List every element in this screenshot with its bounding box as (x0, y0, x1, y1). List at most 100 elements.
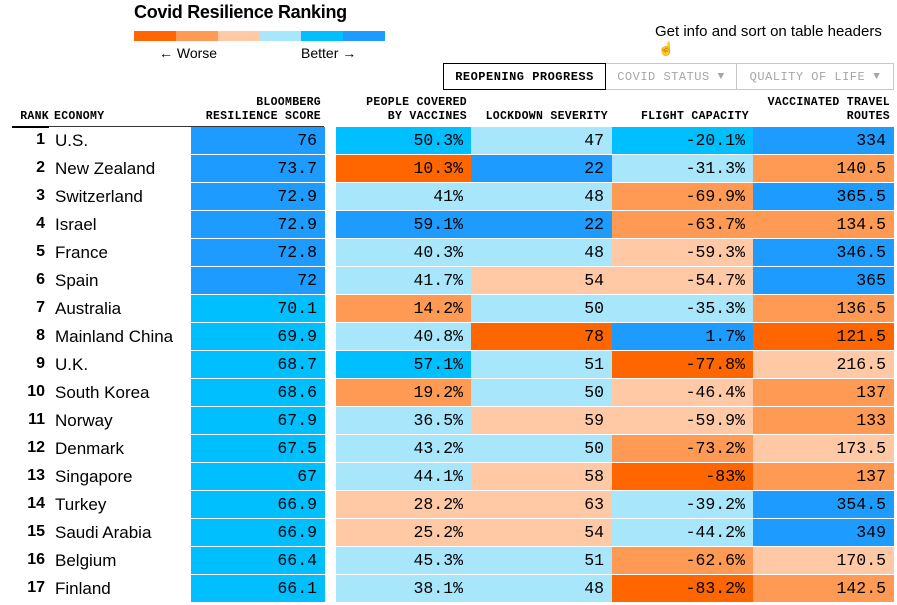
economy-name: France (55, 243, 108, 262)
resilience-score-cell: 69.9 (191, 323, 325, 350)
view-tabs: REOPENING PROGRESS COVID STATUS ▼ QUALITY… (443, 63, 894, 90)
tab-label: QUALITY OF LIFE (749, 69, 866, 84)
table-row[interactable]: 6 Spain 72 41.7% 54 -54.7% 365 (0, 267, 897, 295)
cell-value: 43.2% (413, 439, 463, 458)
table-row[interactable]: 16 Belgium 66.4 45.3% 51 -62.6% 170.5 (0, 547, 897, 575)
table-row[interactable]: 13 Singapore 67 44.1% 58 -83% 137 (0, 463, 897, 491)
vaccines-cell: 41.7% (336, 267, 471, 294)
chevron-down-icon: ▼ (873, 70, 881, 83)
lockdown-cell: 59 (471, 407, 612, 434)
header-economy[interactable]: ECONOMY (54, 110, 105, 123)
vaccines-cell: 41% (336, 183, 471, 210)
table-row[interactable]: 10 South Korea 68.6 19.2% 50 -46.4% 137 (0, 379, 897, 407)
cell-value: 137 (856, 467, 886, 486)
tab-label: REOPENING PROGRESS (455, 69, 594, 84)
tab-label: COVID STATUS (617, 69, 710, 84)
table-row[interactable]: 2 New Zealand 73.7 10.3% 22 -31.3% 140.5 (0, 155, 897, 183)
page-title: Covid Resilience Ranking (134, 2, 347, 22)
header-vaccinated-travel-routes[interactable]: VACCINATED TRAVEL ROUTES (753, 96, 890, 124)
cell-value: 365 (856, 271, 886, 290)
cell-value: 73.7 (277, 159, 317, 178)
table-row[interactable]: 14 Turkey 66.9 28.2% 63 -39.2% 354.5 (0, 491, 897, 519)
cell-value: 22 (584, 159, 604, 178)
cell-value: 72.8 (277, 243, 317, 262)
resilience-score-cell: 66.4 (191, 547, 325, 574)
table-row[interactable]: 11 Norway 67.9 36.5% 59 -59.9% 133 (0, 407, 897, 435)
flight-capacity-cell: -69.9% (612, 183, 753, 210)
resilience-score-cell: 68.6 (191, 379, 325, 406)
cell-value: 38.1% (413, 579, 463, 598)
vaccines-cell: 10.3% (336, 155, 471, 182)
resilience-score-cell: 72.9 (191, 211, 325, 238)
flight-capacity-cell: -46.4% (612, 379, 753, 406)
economy-name: Israel (55, 215, 97, 234)
economy-name: New Zealand (55, 159, 156, 178)
rank-value: 11 (28, 411, 45, 428)
travel-routes-cell: 349 (753, 519, 894, 546)
resilience-score-cell: 72 (191, 267, 325, 294)
header-vaccines[interactable]: PEOPLE COVERED BY VACCINES (336, 96, 467, 124)
resilience-score-cell: 66.9 (191, 491, 325, 518)
cell-value: 50 (584, 439, 604, 458)
vaccines-cell: 59.1% (336, 211, 471, 238)
header-line: RESILIENCE SCORE (205, 110, 321, 123)
table-row[interactable]: 9 U.K. 68.7 57.1% 51 -77.8% 216.5 (0, 351, 897, 379)
resilience-score-cell: 67.5 (191, 435, 325, 462)
cell-value: 25.2% (413, 523, 463, 542)
table-row[interactable]: 12 Denmark 67.5 43.2% 50 -73.2% 173.5 (0, 435, 897, 463)
cell-value: 50.3% (413, 131, 463, 150)
travel-routes-cell: 137 (753, 463, 894, 490)
flight-capacity-cell: -20.1% (612, 127, 753, 154)
rank-value: 13 (27, 467, 45, 484)
table-row[interactable]: 4 Israel 72.9 59.1% 22 -63.7% 134.5 (0, 211, 897, 239)
lockdown-cell: 48 (471, 575, 612, 602)
vaccines-cell: 43.2% (336, 435, 471, 462)
color-legend (134, 31, 385, 41)
lockdown-cell: 48 (471, 239, 612, 266)
rank-value: 14 (27, 495, 45, 512)
rank-value: 2 (36, 159, 45, 176)
table-row[interactable]: 5 France 72.8 40.3% 48 -59.3% 346.5 (0, 239, 897, 267)
cell-value: 48 (584, 579, 604, 598)
cell-value: 10.3% (413, 159, 463, 178)
vaccines-cell: 44.1% (336, 463, 471, 490)
cell-value: 48 (584, 243, 604, 262)
lockdown-cell: 51 (471, 547, 612, 574)
cell-value: -73.2% (685, 439, 745, 458)
flight-capacity-cell: -77.8% (612, 351, 753, 378)
table-row[interactable]: 3 Switzerland 72.9 41% 48 -69.9% 365.5 (0, 183, 897, 211)
economy-name: Norway (55, 411, 113, 430)
table-row[interactable]: 1 U.S. 76 50.3% 47 -20.1% 334 (0, 127, 897, 155)
vaccines-cell: 38.1% (336, 575, 471, 602)
tab-reopening-progress[interactable]: REOPENING PROGRESS (443, 63, 606, 90)
economy-name: U.K. (55, 355, 89, 374)
cell-value: -69.9% (685, 187, 745, 206)
rank-value: 17 (27, 579, 45, 596)
travel-routes-cell: 142.5 (753, 575, 894, 602)
table-row[interactable]: 8 Mainland China 69.9 40.8% 78 1.7% 121.5 (0, 323, 897, 351)
tab-quality-of-life[interactable]: QUALITY OF LIFE ▼ (737, 63, 894, 90)
table-row[interactable]: 15 Saudi Arabia 66.9 25.2% 54 -44.2% 349 (0, 519, 897, 547)
economy-name: Turkey (55, 495, 107, 514)
table-row[interactable]: 17 Finland 66.1 38.1% 48 -83.2% 142.5 (0, 575, 897, 603)
header-lockdown-severity[interactable]: LOCKDOWN SEVERITY (485, 110, 608, 123)
cell-value: 137 (856, 383, 886, 402)
rank-value: 10 (27, 383, 45, 400)
cell-value: 66.9 (277, 495, 317, 514)
cell-value: 67 (297, 467, 317, 486)
flight-capacity-cell: -62.6% (612, 547, 753, 574)
header-flight-capacity[interactable]: FLIGHT CAPACITY (640, 110, 749, 123)
cell-value: 72 (297, 271, 317, 290)
table-row[interactable]: 7 Australia 70.1 14.2% 50 -35.3% 136.5 (0, 295, 897, 323)
vaccines-cell: 14.2% (336, 295, 471, 322)
ranking-table: 1 U.S. 76 50.3% 47 -20.1% 334 2 New Zealand 73.7 1… (0, 127, 897, 603)
rank-value: 1 (36, 131, 45, 148)
header-rank[interactable]: RANK (20, 110, 49, 123)
lockdown-cell: 47 (471, 127, 612, 154)
lockdown-cell: 50 (471, 435, 612, 462)
resilience-score-cell: 73.7 (191, 155, 325, 182)
header-resilience-score[interactable]: BLOOMBERG RESILIENCE SCORE (191, 96, 321, 124)
cell-value: -35.3% (685, 299, 745, 318)
tab-covid-status[interactable]: COVID STATUS ▼ (606, 63, 737, 90)
economy-name: U.S. (55, 131, 89, 150)
